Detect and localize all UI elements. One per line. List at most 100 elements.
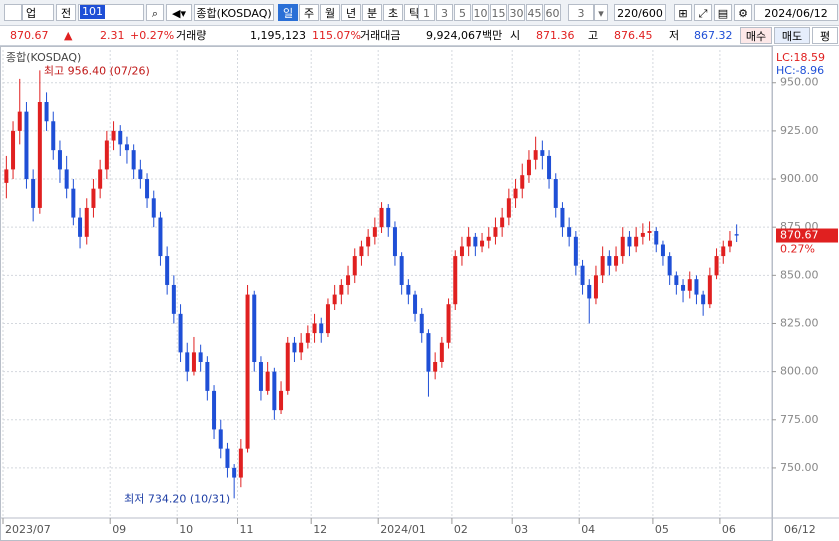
candle-body <box>560 207 565 228</box>
market[interactable]: 업 <box>22 4 54 21</box>
candle-body <box>506 198 511 218</box>
candle-body <box>714 256 719 276</box>
y-tick-label: 950.00 <box>780 76 819 89</box>
candle-body <box>285 342 290 391</box>
change: 2.31 <box>100 29 125 42</box>
candle-body <box>11 130 16 170</box>
x-tick-label: 10 <box>179 523 193 536</box>
search-button[interactable]: ⌕ <box>146 4 164 21</box>
up-arrow: ▲ <box>64 29 73 42</box>
candle-body <box>279 390 284 411</box>
candle-body <box>419 313 424 334</box>
period-button[interactable]: 일 <box>278 4 298 21</box>
scope[interactable]: 전 <box>56 4 76 21</box>
y-tick-label: 800.00 <box>780 365 819 378</box>
candle-body <box>406 284 411 295</box>
candle-body <box>640 232 645 237</box>
high-annotation: 최고 956.40 (07/26) <box>44 64 150 77</box>
candle-body <box>124 144 129 151</box>
candle-body <box>51 121 56 151</box>
code[interactable]: 101 <box>80 5 105 19</box>
candle-body <box>171 284 176 314</box>
candle-body <box>104 140 109 170</box>
last-change: 0.27% <box>780 243 815 256</box>
price: 870.67 <box>10 29 49 42</box>
candle-body <box>258 362 263 391</box>
tool-button[interactable]: ⚙ <box>734 4 752 21</box>
candle-body <box>540 150 545 156</box>
candle-body <box>299 342 304 353</box>
interval-button[interactable]: 3 <box>436 4 453 21</box>
interval-button[interactable]: 45 <box>526 4 543 21</box>
candle-body <box>332 294 337 305</box>
interval-button[interactable]: 10 <box>472 4 489 21</box>
candle-body <box>31 179 36 208</box>
candle-body <box>24 111 29 180</box>
x-tick-label: 2023/07 <box>5 523 51 536</box>
candle-body <box>627 236 632 247</box>
candle-body <box>439 342 444 362</box>
interval-button[interactable]: 15 <box>490 4 507 21</box>
tool-button[interactable]: ⤢ <box>694 4 712 21</box>
sound-button[interactable]: ◀▾ <box>166 4 192 21</box>
count[interactable]: 3 <box>568 4 594 21</box>
avg-button[interactable]: 평 <box>812 27 838 44</box>
period-button[interactable]: 초 <box>383 4 403 21</box>
lc-label: LC:18.59 <box>776 51 825 64</box>
y-tick-label: 750.00 <box>780 461 819 474</box>
range[interactable]: 220/600 <box>614 4 666 21</box>
period-button[interactable]: 분 <box>362 4 382 21</box>
market-select[interactable] <box>4 4 22 21</box>
candle-body <box>593 275 598 299</box>
candle-body <box>727 240 732 247</box>
candle-body <box>500 217 505 228</box>
candle-body <box>91 188 96 208</box>
tool-button[interactable]: ▤ <box>714 4 732 21</box>
candle-body <box>191 352 196 372</box>
candle-body <box>701 294 706 305</box>
candle-body <box>138 169 143 180</box>
interval-button[interactable]: 5 <box>454 4 471 21</box>
interval-button[interactable]: 60 <box>544 4 561 21</box>
candle-body <box>634 236 639 247</box>
sell-button[interactable]: 매도 <box>774 27 810 44</box>
candle-body <box>78 217 83 237</box>
candle-body <box>339 284 344 295</box>
name: 종합(KOSDAQ) <box>194 4 274 21</box>
candle-body <box>647 231 652 233</box>
interval-button[interactable]: 1 <box>418 4 435 21</box>
candle-body <box>151 198 156 218</box>
candle-body <box>319 323 324 334</box>
y-tick-label: 900.00 <box>780 172 819 185</box>
candle-body <box>687 279 692 291</box>
last-price: 870.67 <box>780 229 819 242</box>
legend-title: 종합(KOSDAQ) <box>6 51 81 64</box>
count-dropdown[interactable]: ▾ <box>594 4 608 21</box>
candle-body <box>620 236 625 257</box>
period-button[interactable]: 월 <box>320 4 340 21</box>
candle-body <box>399 256 404 285</box>
period-button[interactable]: 년 <box>341 4 361 21</box>
candle-body <box>526 159 531 176</box>
period-button[interactable]: 주 <box>299 4 319 21</box>
candle-body <box>178 313 183 353</box>
interval-button[interactable]: 30 <box>508 4 525 21</box>
candle-body <box>44 102 49 122</box>
candle-body <box>312 323 317 334</box>
candle-body <box>433 362 438 372</box>
high: 876.45 <box>614 29 653 42</box>
candle-body <box>245 294 250 449</box>
tool-button[interactable]: ⊞ <box>674 4 692 21</box>
candle-body <box>446 304 451 343</box>
candle-body <box>473 236 478 247</box>
volume: 1,195,123 <box>250 29 306 42</box>
buy-button[interactable]: 매수 <box>740 27 772 44</box>
candle-body <box>573 236 578 266</box>
candle-body <box>567 227 572 237</box>
x-tick-label: 03 <box>514 523 528 536</box>
candle-body <box>272 371 277 411</box>
date[interactable]: 2024/06/12 <box>754 4 838 21</box>
volume-label: 거래량 <box>176 29 207 42</box>
candle-body <box>734 234 739 236</box>
candle-body <box>165 256 170 285</box>
